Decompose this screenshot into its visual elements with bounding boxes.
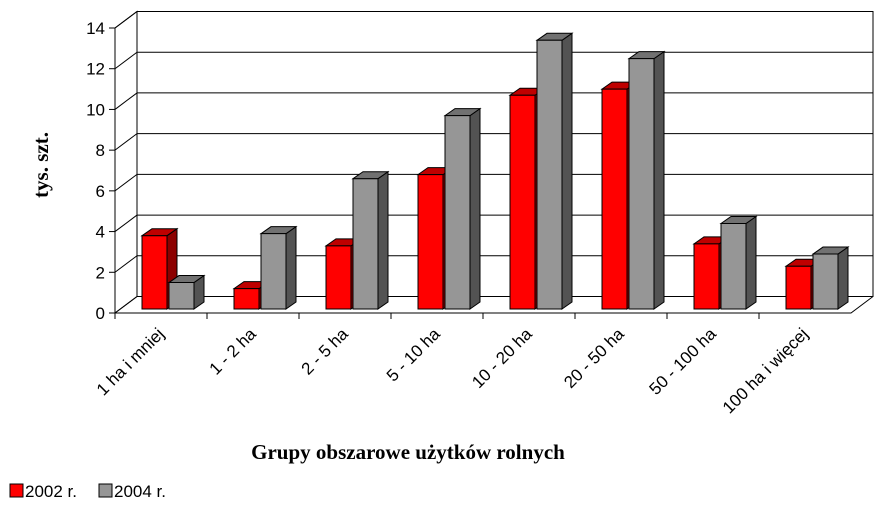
bar-front (628, 58, 655, 310)
legend-label: 2002 r. (25, 482, 77, 501)
bar (627, 50, 666, 310)
bar-front (601, 88, 628, 310)
x-tick-label: 1 ha i mniej (93, 324, 168, 399)
bar-front (509, 94, 536, 310)
x-tick-label: 20 - 50 ha (560, 324, 628, 392)
x-tick-label: 1 - 2 ha (206, 324, 261, 379)
legend-label: 2004 r. (114, 482, 166, 501)
bar-front (260, 233, 287, 310)
x-axis-title: Grupy obszarowe użytków rolnych (251, 440, 565, 464)
bar (259, 225, 298, 310)
bar-side (285, 225, 297, 310)
bar-front (233, 288, 260, 310)
bar (811, 246, 850, 310)
bar-front (168, 282, 195, 310)
bar-front (325, 245, 352, 310)
grid-line (114, 133, 138, 151)
grid-line (114, 255, 138, 273)
bar-side (653, 50, 665, 310)
grid-line (114, 11, 138, 29)
y-tick-label: 2 (96, 263, 105, 282)
bar-front (812, 253, 839, 310)
y-tick-label: 6 (96, 182, 105, 201)
y-tick-label: 14 (86, 19, 105, 38)
x-tick-label: 2 - 5 ha (298, 324, 353, 379)
y-tick-label: 12 (86, 60, 105, 79)
bar-side (745, 215, 757, 310)
grid-line (114, 51, 138, 70)
legend-swatch (9, 483, 24, 498)
y-axis-title: tys. szt. (29, 132, 53, 198)
bar (140, 227, 179, 310)
bar-side (561, 32, 573, 310)
y-tick-label: 4 (96, 223, 105, 242)
bar-front (536, 39, 563, 310)
legend-swatch (98, 483, 113, 498)
grid-line (114, 214, 138, 232)
y-tick-label: 0 (96, 304, 105, 323)
bar (443, 107, 482, 310)
x-tick-label: 5 - 10 ha (383, 324, 444, 385)
bar-front (693, 243, 720, 310)
bar-front (720, 223, 747, 310)
bar-front (352, 178, 379, 310)
bar (719, 215, 758, 310)
bar-front (785, 265, 812, 310)
x-tick-label: 100 ha i więcej (719, 324, 812, 417)
bar-side (469, 107, 481, 310)
grid-line (114, 296, 138, 314)
x-tick-label: 10 - 20 ha (468, 324, 536, 392)
bar-front (141, 235, 168, 310)
bar (167, 274, 206, 310)
floor (115, 296, 874, 314)
grid-line (114, 173, 138, 192)
bar-front (417, 174, 444, 310)
bar (535, 32, 574, 310)
bar-front (444, 115, 471, 310)
bar (351, 170, 390, 310)
back-wall (136, 11, 874, 297)
bar-side (377, 170, 389, 310)
y-tick-label: 8 (96, 141, 105, 160)
left-wall (114, 10, 138, 314)
x-tick-label: 50 - 100 ha (646, 324, 721, 399)
bar-side (837, 246, 849, 310)
grid-line (114, 92, 138, 110)
y-tick-label: 10 (86, 100, 105, 119)
